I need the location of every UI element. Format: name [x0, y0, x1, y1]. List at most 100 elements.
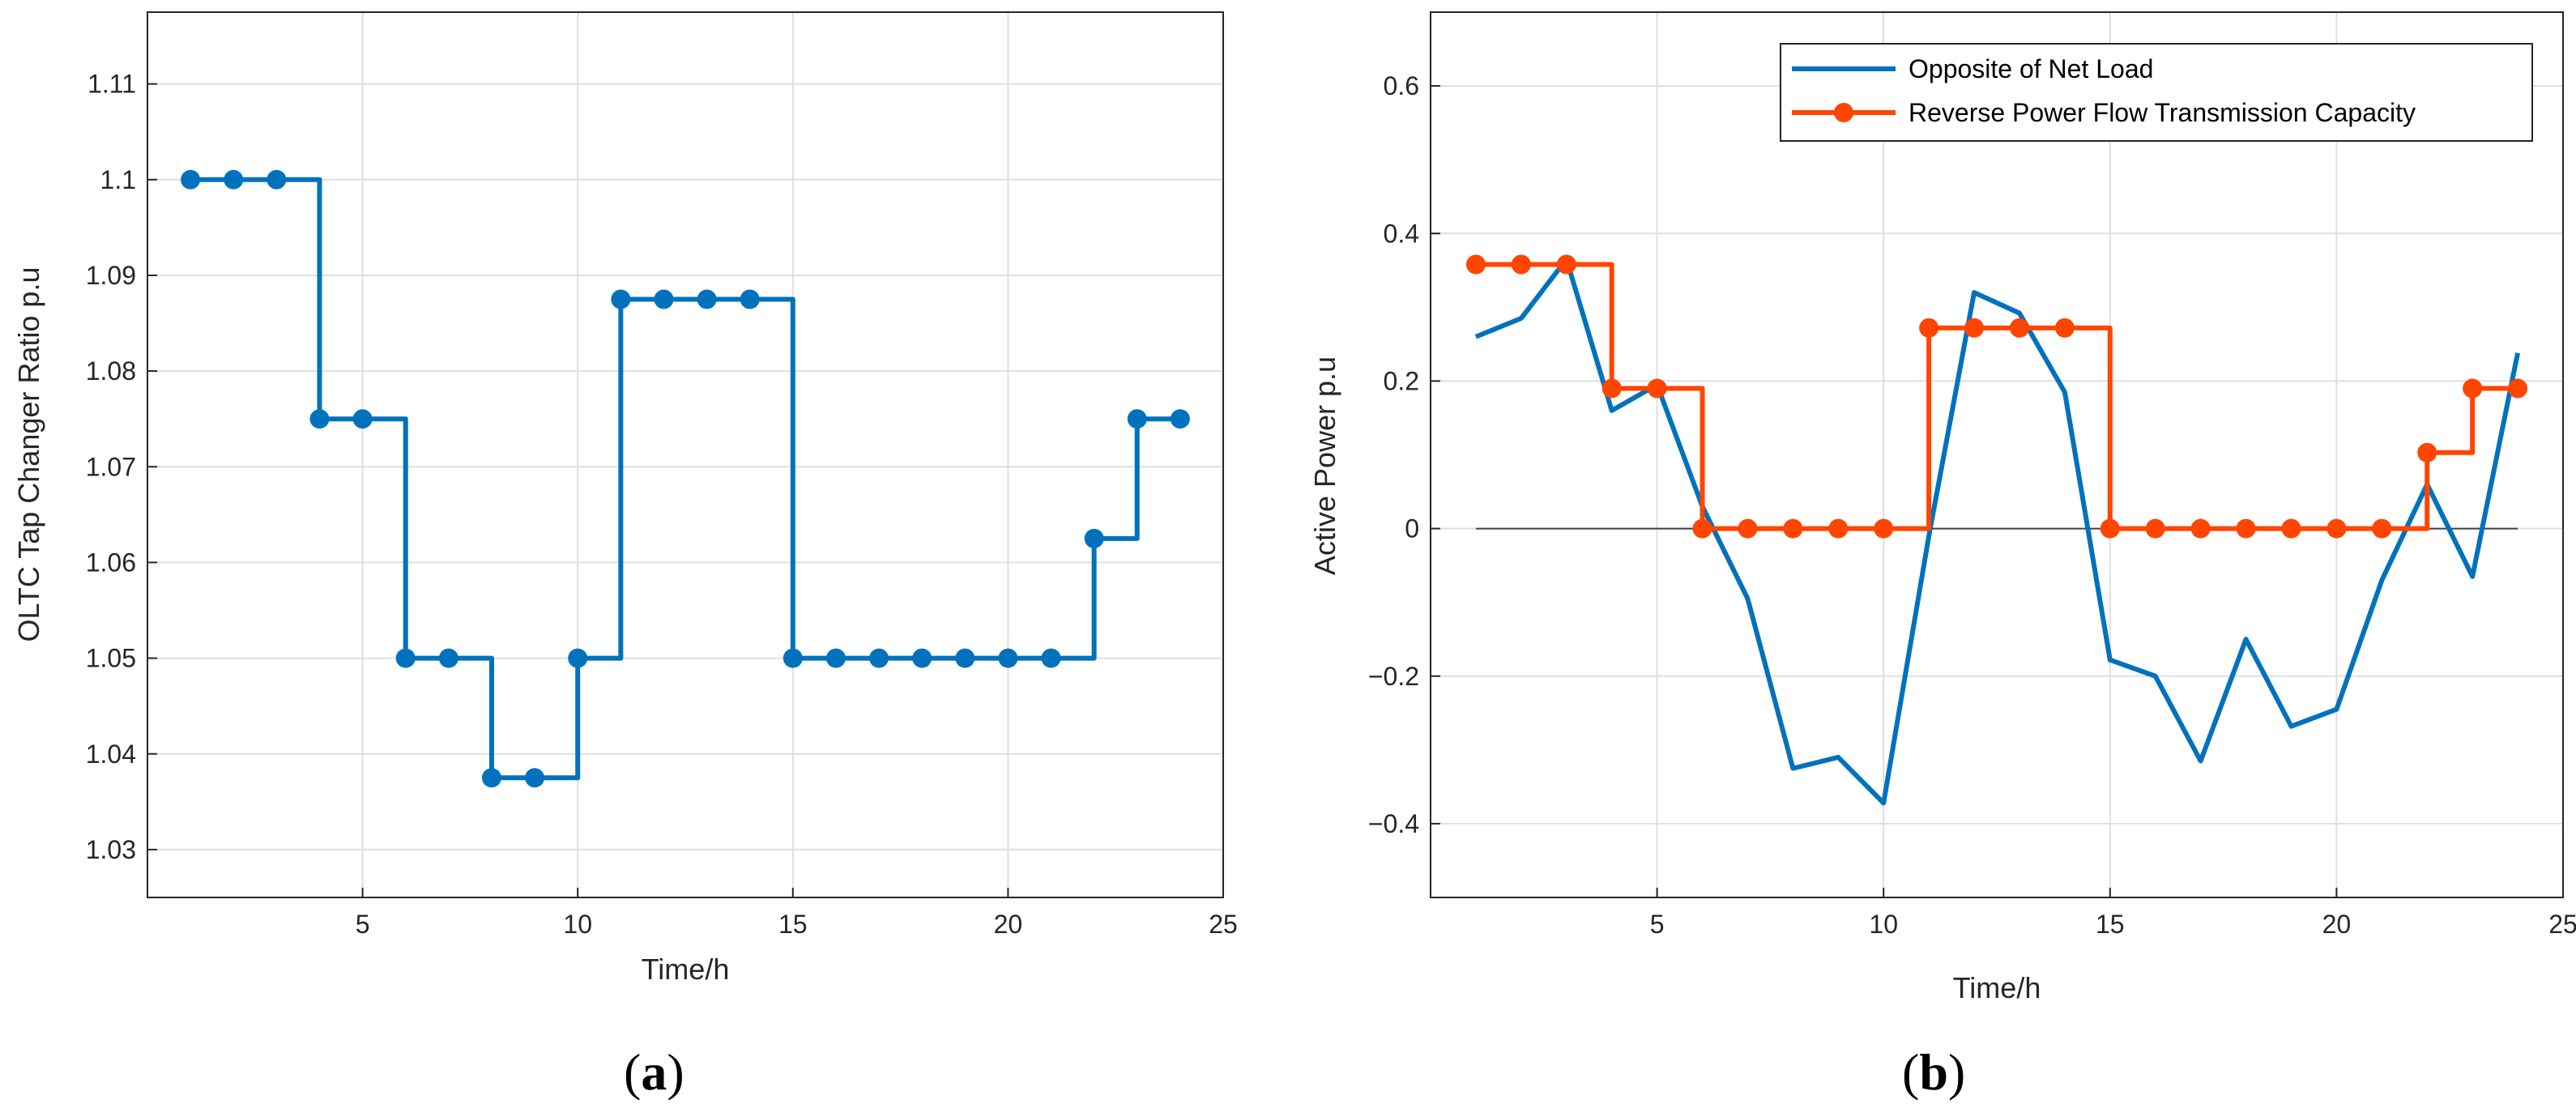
data-point-a-0 — [912, 648, 932, 668]
axes-box-b — [1430, 11, 2564, 898]
data-point-a-0 — [740, 289, 760, 309]
y-tick-label-a: 1.06 — [86, 548, 136, 577]
data-point-a-0 — [697, 289, 717, 309]
series-a — [181, 169, 1190, 788]
ticks-b: 5 10 15 20 25 −0.4 −0.2 0 0.2 0.4 0.6 — [1368, 71, 2576, 939]
data-point-b-1 — [1465, 254, 1486, 275]
y-tick-label-b: 0.2 — [1384, 366, 1419, 395]
x-tick-label-a: 20 — [994, 910, 1023, 939]
y-tick-label-b: −0.4 — [1368, 809, 1419, 838]
panel-b: 5 10 15 20 25 −0.4 −0.2 0 0.2 0.4 0.6 Time/h Activ… — [1308, 11, 2576, 1101]
data-point-a-0 — [654, 289, 674, 309]
y-tick-label-a: 1.1 — [100, 165, 136, 194]
data-point-a-0 — [352, 409, 373, 429]
y-tick-label-b: −0.2 — [1368, 662, 1419, 691]
data-point-b-1 — [1647, 378, 1667, 399]
panel-label-b-open: ( — [1902, 1043, 1919, 1101]
plot-area-b — [1431, 12, 2563, 897]
legend-label-net-load: Opposite of Net Load — [1909, 54, 2153, 83]
data-point-b-1 — [2281, 518, 2301, 539]
y-axis-label-a: OLTC Tap Changer Ratio p.u — [12, 267, 45, 642]
x-axis-label-a: Time/h — [642, 953, 730, 986]
data-point-a-0 — [438, 648, 458, 668]
data-point-b-1 — [2054, 318, 2075, 338]
y-tick-label-a: 1.04 — [86, 740, 136, 769]
y-tick-label-a: 1.07 — [86, 452, 136, 481]
data-point-b-1 — [2236, 518, 2256, 539]
x-tick-label-b: 15 — [2096, 910, 2125, 939]
data-point-b-1 — [2190, 518, 2211, 539]
data-point-b-1 — [1738, 518, 1758, 539]
data-point-b-1 — [1828, 518, 1849, 539]
legend-marker-capacity — [1834, 103, 1853, 122]
y-tick-label-a: 1.05 — [86, 644, 136, 673]
legend-box — [1780, 43, 2533, 142]
data-point-a-0 — [611, 289, 631, 309]
data-point-b-1 — [2463, 378, 2483, 399]
data-point-a-0 — [783, 648, 803, 668]
data-point-a-0 — [825, 648, 846, 668]
data-point-a-0 — [1127, 409, 1147, 429]
series-b — [1465, 254, 2528, 806]
x-tick-label-b: 25 — [2548, 910, 2576, 939]
y-tick-label-a: 1.11 — [87, 70, 136, 99]
y-tick-label-b: 0.4 — [1384, 219, 1419, 248]
panel-label-b-close: ) — [1948, 1043, 1965, 1101]
data-point-b-1 — [1556, 254, 1576, 275]
data-point-b-1 — [2100, 518, 2120, 539]
data-point-a-0 — [568, 648, 588, 668]
panel-a: 5 10 15 20 25 1.03 1.04 1.05 1.06 1.07 1.08 1.09 1.1… — [12, 11, 1238, 1101]
x-tick-label-a: 10 — [563, 910, 592, 939]
data-point-b-1 — [2372, 518, 2392, 539]
data-point-a-0 — [481, 768, 501, 788]
data-point-a-0 — [309, 409, 330, 429]
y-tick-label-a: 1.03 — [86, 835, 136, 864]
data-point-b-1 — [1874, 518, 1894, 539]
axes-box-a — [147, 11, 1224, 898]
data-point-a-0 — [224, 169, 244, 190]
panel-label-b-letter: b — [1919, 1043, 1948, 1101]
data-point-a-0 — [395, 648, 416, 668]
panel-label-a: (a) — [624, 1043, 685, 1101]
data-point-a-0 — [955, 648, 975, 668]
data-point-b-1 — [2417, 442, 2437, 462]
data-point-b-1 — [1783, 518, 1803, 539]
x-tick-label-b: 20 — [2322, 910, 2352, 939]
panel-label-b: (b) — [1902, 1043, 1965, 1101]
y-axis-label-b: Active Power p.u — [1308, 356, 1341, 575]
y-tick-label-a: 1.09 — [86, 261, 136, 290]
data-point-a-0 — [998, 648, 1018, 668]
panel-label-a-close: ) — [667, 1043, 684, 1101]
panel-label-a-letter: a — [641, 1043, 667, 1101]
legend-label-capacity: Reverse Power Flow Transmission Capacity — [1909, 98, 2416, 127]
data-point-b-1 — [1601, 378, 1622, 399]
x-axis-label-b: Time/h — [1953, 971, 2041, 1004]
x-tick-label-a: 25 — [1209, 910, 1238, 939]
data-point-b-1 — [1692, 518, 1712, 539]
y-tick-label-b: 0.6 — [1384, 71, 1419, 100]
data-point-b-1 — [1964, 318, 1985, 338]
data-point-a-0 — [869, 648, 889, 668]
data-point-a-0 — [1170, 409, 1190, 429]
data-point-a-0 — [267, 169, 287, 190]
data-point-b-1 — [2327, 518, 2347, 539]
x-tick-label-a: 15 — [778, 910, 808, 939]
x-tick-label-b: 10 — [1869, 910, 1898, 939]
y-tick-label-a: 1.08 — [86, 356, 136, 386]
data-point-a-0 — [1041, 648, 1061, 668]
x-tick-label-b: 5 — [1650, 910, 1665, 939]
data-point-a-0 — [181, 169, 201, 190]
data-point-b-1 — [1511, 254, 1531, 275]
panel-label-a-open: ( — [624, 1043, 641, 1101]
data-point-b-1 — [2508, 378, 2528, 399]
y-tick-label-b: 0 — [1405, 514, 1419, 543]
x-tick-label-a: 5 — [356, 910, 370, 939]
data-point-b-1 — [2009, 318, 2029, 338]
ticks-a: 5 10 15 20 25 1.03 1.04 1.05 1.06 1.07 1.08 1.09 1.1… — [86, 70, 1238, 939]
data-point-a-0 — [525, 768, 545, 788]
data-point-b-1 — [2145, 518, 2165, 539]
data-point-b-1 — [1919, 318, 1939, 338]
plot-area-a — [147, 12, 1223, 897]
data-point-a-0 — [1084, 528, 1104, 548]
